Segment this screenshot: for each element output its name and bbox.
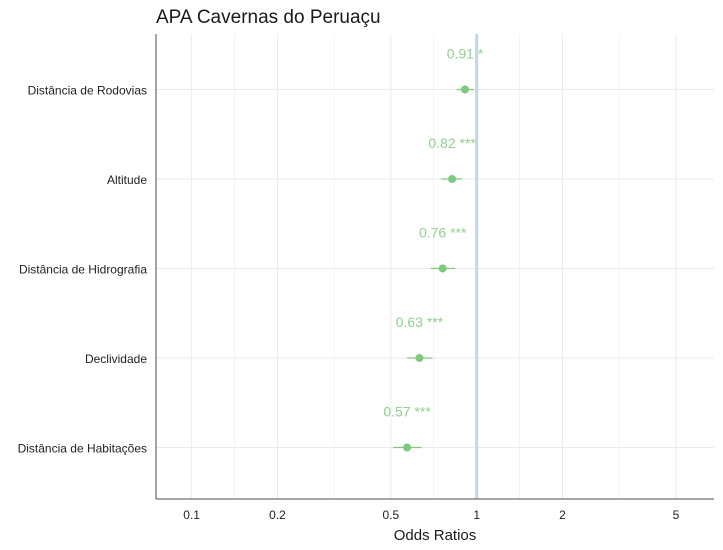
x-tick-label: 0.2 bbox=[269, 508, 286, 522]
data-point bbox=[415, 354, 424, 362]
data-marks: 0.91 * 0.82 *** 0.76 *** 0.63 *** 0.57 *** bbox=[383, 46, 484, 452]
data-label: 0.63 *** bbox=[396, 314, 444, 330]
y-tick-label: Distância de Rodovias bbox=[28, 84, 147, 98]
x-tick-label: 2 bbox=[559, 508, 566, 522]
data-point bbox=[403, 443, 412, 452]
x-axis-title: Odds Ratios bbox=[394, 527, 477, 544]
y-tick-label: Altitude bbox=[107, 173, 147, 187]
x-tick-label: 5 bbox=[673, 508, 680, 522]
x-tick-label: 0.1 bbox=[183, 508, 200, 522]
data-label: 0.91 * bbox=[447, 46, 484, 62]
data-label: 0.82 *** bbox=[428, 135, 476, 151]
chart-title: APA Cavernas do Peruaçu bbox=[156, 7, 381, 28]
data-point bbox=[461, 85, 470, 94]
y-tick-label: Distância de Habitações bbox=[18, 442, 147, 456]
y-axis-ticks: Distância de Rodovias Altitude Distância d… bbox=[18, 84, 148, 456]
grid bbox=[156, 34, 714, 499]
data-label: 0.57 *** bbox=[383, 404, 431, 420]
y-tick-label: Declividade bbox=[85, 352, 147, 366]
data-point bbox=[448, 175, 457, 183]
x-tick-label: 1 bbox=[473, 508, 480, 522]
axes bbox=[155, 34, 714, 500]
y-tick-label: Distância de Hidrografia bbox=[19, 263, 147, 277]
x-tick-label: 0.5 bbox=[383, 508, 400, 522]
data-label: 0.76 *** bbox=[419, 225, 467, 241]
data-point bbox=[438, 264, 447, 273]
x-axis-ticks: 0.1 0.2 0.5 1 2 5 bbox=[183, 508, 679, 522]
